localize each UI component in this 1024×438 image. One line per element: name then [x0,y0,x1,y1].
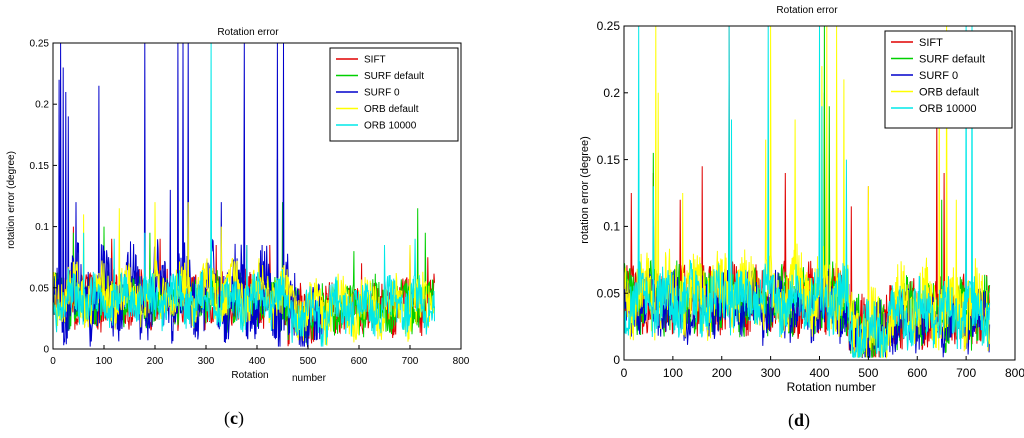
legend-label: SURF default [364,71,424,82]
y-tick-label: 0.25 [597,19,621,33]
chart-title: Rotation error [776,5,838,16]
chart-c: Rotation error 0 100 200 300 400 500 600 700 800… [6,27,470,384]
plot-area: 0 100 200 300 400 500 600 700 800 0 0.05 0.1 0.15 0.2… [597,19,1024,380]
x-tick-label: 700 [402,356,419,367]
x-tick-label: 500 [300,356,317,367]
x-tick-label: 200 [147,356,164,367]
y-tick-label: 0.2 [603,86,620,100]
legend-label: ORB 10000 [919,103,976,115]
legend-label: ORB 10000 [364,121,417,132]
series-line-orb-10000 [53,43,435,347]
x-tick-label: 800 [453,356,470,367]
x-tick-label: 600 [907,366,927,380]
y-tick-label: 0.15 [30,161,50,172]
legend-label: SIFT [364,55,386,66]
legend-label: ORB default [364,104,419,115]
y-tick-label: 0 [613,353,620,367]
legend-label: SURF 0 [364,88,400,99]
plot-area: 0 100 200 300 400 500 600 700 800 0 0.05 0.1 0.15 0.2… [30,39,470,368]
x-tick-label: 300 [761,366,781,380]
chart-d: Rotation error 0 100 200 300 400 500 600 700 800… [579,5,1024,394]
panel-letter-c: c [230,408,238,428]
x-tick-label: 0 [621,366,628,380]
y-tick-label: 0.1 [603,220,620,234]
panel-label-c: (c) [224,408,244,428]
legend-box [884,30,1013,129]
x-tick-label: 600 [351,356,368,367]
y-tick-label: 0.15 [597,153,621,167]
y-tick-label: 0.05 [597,286,621,300]
x-axis-label-part2: number [835,380,876,394]
legend-label: ORB default [919,86,979,98]
legend: SIFT SURF default SURF 0 ORB default ORB 100… [329,47,459,142]
chart-title: Rotation error [217,27,279,38]
panel-letter-d: d [794,410,805,430]
y-axis-label: rotation error (degree) [6,151,17,249]
y-tick-label: 0.05 [30,283,50,294]
y-axis-label: rotation error (degree) [579,136,591,244]
x-tick-label: 400 [249,356,266,367]
legend-label: SURF default [919,53,985,65]
panel-label-d: (d) [788,410,811,430]
legend-label: SIFT [919,37,943,49]
y-tick-label: 0.25 [30,39,50,50]
x-axis-label-part1: Rotation [787,380,832,394]
x-axis-label-part2: number [292,373,327,384]
legend: SIFT SURF default SURF 0 ORB default ORB 100… [884,30,1013,129]
x-tick-label: 100 [663,366,683,380]
x-axis-label-part1: Rotation [231,370,268,381]
x-tick-label: 700 [956,366,976,380]
x-tick-label: 300 [198,356,215,367]
x-tick-label: 400 [809,366,829,380]
series-line-orb-10000 [624,26,991,358]
y-tick-label: 0.2 [35,100,49,111]
x-tick-label: 100 [96,356,113,367]
x-tick-label: 800 [1005,366,1024,380]
x-tick-label: 500 [858,366,878,380]
x-tick-label: 200 [712,366,732,380]
y-tick-label: 0 [43,345,49,356]
y-tick-label: 0.1 [35,222,49,233]
x-tick-label: 0 [50,356,56,367]
legend-label: SURF 0 [919,70,958,82]
